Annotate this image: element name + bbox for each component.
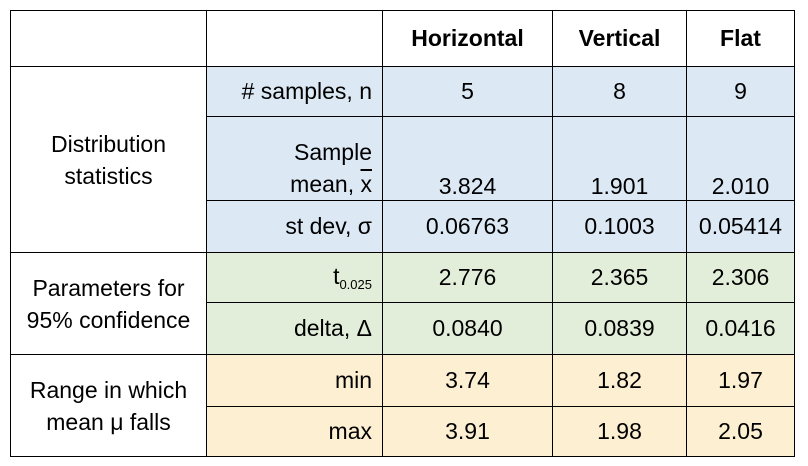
group-label-line1: Range in which <box>29 376 188 403</box>
group-label-line1: Distribution <box>50 130 167 157</box>
group-label-line2: statistics <box>64 162 153 189</box>
row-stdev: st dev, σ 0.06763 0.1003 0.05414 <box>11 200 795 253</box>
value-samples-flat: 9 <box>686 66 795 117</box>
value-mean-flat: 2.010 <box>686 116 795 201</box>
value-min-flat: 1.97 <box>686 354 795 407</box>
label-t-value: t0.025 <box>206 252 383 303</box>
label-sample-mean-line1: Sample <box>294 139 372 165</box>
value-max-horizontal: 3.91 <box>382 406 553 457</box>
value-stdev-vertical: 0.1003 <box>552 200 687 253</box>
x-bar-symbol: x <box>360 171 373 197</box>
value-delta-vertical: 0.0839 <box>552 302 687 355</box>
label-sample-mean: Sample mean, x <box>206 116 383 201</box>
header-vertical: Vertical <box>552 10 687 67</box>
group-label-line2: 95% confidence <box>26 306 191 333</box>
row-t-value: Parameters for 95% confidence t0.025 2.7… <box>10 252 795 355</box>
label-delta: delta, Δ <box>206 302 383 355</box>
value-delta-flat: 0.0416 <box>686 302 795 355</box>
label-max: max <box>206 406 383 457</box>
label-min: min <box>206 354 383 407</box>
value-stdev-flat: 0.05414 <box>686 200 795 253</box>
group-range-mean: Range in which mean μ falls <box>10 354 207 457</box>
value-t-vertical: 2.365 <box>552 252 687 303</box>
value-min-horizontal: 3.74 <box>382 354 553 407</box>
row-max: max 3.91 1.98 2.05 <box>11 406 795 457</box>
label-samples: # samples, n <box>206 66 383 117</box>
value-stdev-horizontal: 0.06763 <box>382 200 553 253</box>
label-sample-mean-prefix: mean, <box>290 171 361 197</box>
group-label-line1: Parameters for <box>32 274 185 301</box>
sub-corner-cell <box>206 10 383 67</box>
header-row: Horizontal Vertical Flat <box>10 10 795 67</box>
label-sample-mean-line2: mean, x <box>217 168 372 200</box>
value-samples-vertical: 8 <box>552 66 687 117</box>
corner-cell <box>10 10 207 67</box>
statistics-table: Horizontal Vertical Flat Distribution st… <box>10 10 795 457</box>
label-stdev: st dev, σ <box>206 200 383 253</box>
header-flat: Flat <box>686 10 795 67</box>
value-mean-horizontal: 3.824 <box>382 116 553 201</box>
group-label-line2: mean μ falls <box>46 408 171 435</box>
value-min-vertical: 1.82 <box>552 354 687 407</box>
row-samples: Distribution statistics # samples, n 5 8… <box>10 66 795 253</box>
row-min: Range in which mean μ falls min 3.74 1.8… <box>10 354 795 457</box>
value-delta-horizontal: 0.0840 <box>382 302 553 355</box>
value-t-flat: 2.306 <box>686 252 795 303</box>
value-max-flat: 2.05 <box>686 406 795 457</box>
header-horizontal: Horizontal <box>382 10 553 67</box>
row-sample-mean: Sample mean, x 3.824 1.901 2.010 <box>11 116 795 201</box>
value-max-vertical: 1.98 <box>552 406 687 457</box>
row-delta: delta, Δ 0.0840 0.0839 0.0416 <box>11 302 795 355</box>
group-parameters-confidence: Parameters for 95% confidence <box>10 252 207 355</box>
t-symbol: t <box>333 263 340 289</box>
value-t-horizontal: 2.776 <box>382 252 553 303</box>
value-samples-horizontal: 5 <box>382 66 553 117</box>
value-mean-vertical: 1.901 <box>552 116 687 201</box>
group-distribution-statistics: Distribution statistics <box>10 66 207 253</box>
t-subscript: 0.025 <box>339 277 372 292</box>
